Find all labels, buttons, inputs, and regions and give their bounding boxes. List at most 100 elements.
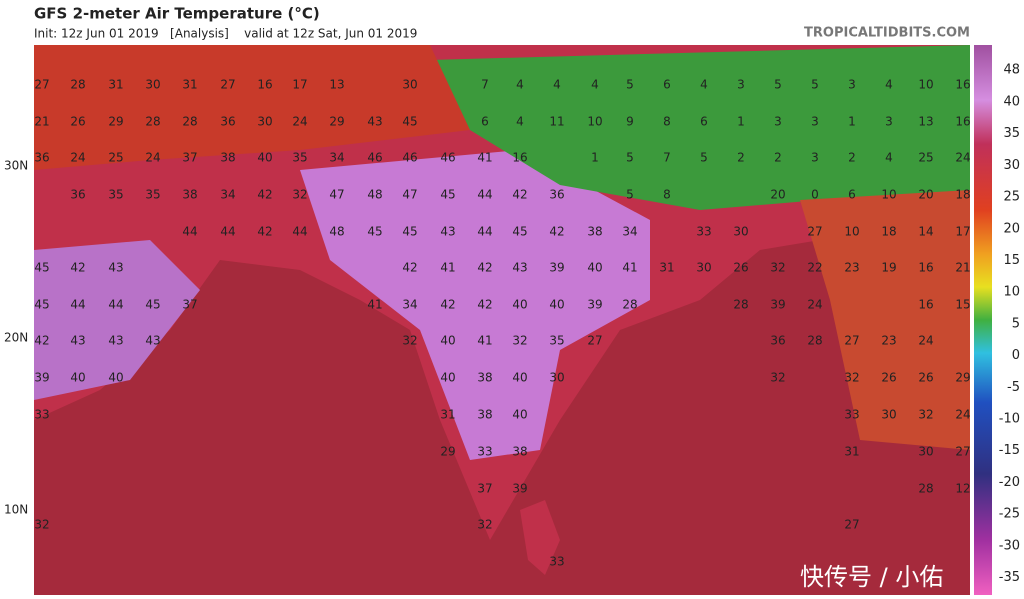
temperature-label: 46: [402, 151, 417, 165]
temperature-label: 26: [733, 261, 748, 275]
temperature-label: 28: [182, 115, 197, 129]
temperature-label: 43: [512, 261, 527, 275]
temperature-label: 0: [811, 188, 819, 202]
temperature-label: 43: [108, 261, 123, 275]
temperature-label: 36: [34, 151, 49, 165]
temperature-label: 36: [70, 188, 85, 202]
temperature-label: 38: [477, 408, 492, 422]
temperature-label: 41: [440, 261, 455, 275]
temperature-label: 42: [257, 188, 272, 202]
latitude-label: 20N: [4, 331, 28, 345]
watermark: 快传号 / 小佑: [800, 563, 943, 591]
temperature-label: 40: [440, 371, 455, 385]
temperature-label: 37: [477, 482, 492, 496]
temperature-label: 25: [918, 151, 933, 165]
temperature-label: 13: [918, 115, 933, 129]
temperature-label: 34: [402, 298, 417, 312]
temperature-label: 45: [367, 225, 382, 239]
temperature-label: 27: [220, 78, 235, 92]
temperature-label: 17: [955, 225, 970, 239]
temperature-label: 4: [885, 151, 893, 165]
temperature-label: 33: [477, 445, 492, 459]
temperature-label: 27: [587, 334, 602, 348]
temperature-label: 30: [881, 408, 896, 422]
map: [34, 45, 970, 595]
temperature-label: 38: [512, 445, 527, 459]
temperature-label: 3: [848, 78, 856, 92]
temperature-label: 16: [257, 78, 272, 92]
temperature-label: 4: [516, 115, 524, 129]
temperature-label: 37: [182, 151, 197, 165]
temperature-label: 39: [770, 298, 785, 312]
temperature-label: 28: [145, 115, 160, 129]
temperature-label: 32: [402, 334, 417, 348]
temperature-label: 38: [182, 188, 197, 202]
temperature-label: 24: [918, 334, 933, 348]
temperature-label: 5: [700, 151, 708, 165]
south-east-asia: [800, 190, 970, 450]
temperature-label: 23: [881, 334, 896, 348]
temperature-label: 36: [220, 115, 235, 129]
temperature-label: 24: [292, 115, 307, 129]
temperature-label: 6: [848, 188, 856, 202]
temperature-label: 45: [402, 115, 417, 129]
temperature-label: 8: [663, 115, 671, 129]
temperature-label: 4: [516, 78, 524, 92]
temperature-label: 16: [918, 261, 933, 275]
temperature-label: 3: [737, 78, 745, 92]
temperature-label: 28: [622, 298, 637, 312]
temperature-label: 10: [587, 115, 602, 129]
temperature-label: 28: [70, 78, 85, 92]
temperature-label: 42: [34, 334, 49, 348]
temperature-label: 31: [182, 78, 197, 92]
temperature-label: 5: [626, 151, 634, 165]
temperature-label: 41: [367, 298, 382, 312]
temperature-label: 2: [774, 151, 782, 165]
temperature-label: 39: [549, 261, 564, 275]
temperature-label: 35: [292, 151, 307, 165]
temperature-label: 32: [477, 518, 492, 532]
temperature-label: 12: [955, 482, 970, 496]
colorbar-tick-label: 0: [1012, 348, 1020, 363]
temperature-label: 33: [34, 408, 49, 422]
temperature-label: 45: [34, 261, 49, 275]
temperature-label: 40: [512, 371, 527, 385]
temperature-label: 32: [292, 188, 307, 202]
temperature-label: 41: [477, 151, 492, 165]
temperature-label: 5: [774, 78, 782, 92]
temperature-label: 31: [659, 261, 674, 275]
colorbar-tick-label: -15: [999, 443, 1020, 458]
temperature-label: 32: [918, 408, 933, 422]
temperature-label: 21: [955, 261, 970, 275]
temperature-label: 45: [145, 298, 160, 312]
temperature-label: 32: [512, 334, 527, 348]
temperature-label: 40: [70, 371, 85, 385]
temperature-label: 7: [663, 151, 671, 165]
temperature-label: 4: [553, 78, 561, 92]
temperature-label: 9: [626, 115, 634, 129]
temperature-label: 33: [696, 225, 711, 239]
temperature-label: 29: [108, 115, 123, 129]
temperature-label: 41: [622, 261, 637, 275]
temperature-label: 27: [844, 334, 859, 348]
temperature-label: 6: [700, 115, 708, 129]
colorbar-tick-label: -25: [999, 507, 1020, 522]
temperature-label: 46: [367, 151, 382, 165]
temperature-label: 42: [477, 261, 492, 275]
temperature-label: 43: [367, 115, 382, 129]
temperature-label: 40: [549, 298, 564, 312]
latitude-label: 10N: [4, 503, 28, 517]
colorbar-tick-label: 48: [1003, 63, 1020, 78]
temperature-label: 20: [918, 188, 933, 202]
temperature-label: 26: [918, 371, 933, 385]
temperature-label: 16: [918, 298, 933, 312]
temperature-label: 24: [807, 298, 822, 312]
temperature-label: 30: [402, 78, 417, 92]
temperature-label: 26: [70, 115, 85, 129]
colorbar-tick-label: 35: [1003, 126, 1020, 141]
temperature-label: 34: [622, 225, 637, 239]
temperature-label: 39: [587, 298, 602, 312]
temperature-label: 42: [549, 225, 564, 239]
temperature-label: 35: [549, 334, 564, 348]
